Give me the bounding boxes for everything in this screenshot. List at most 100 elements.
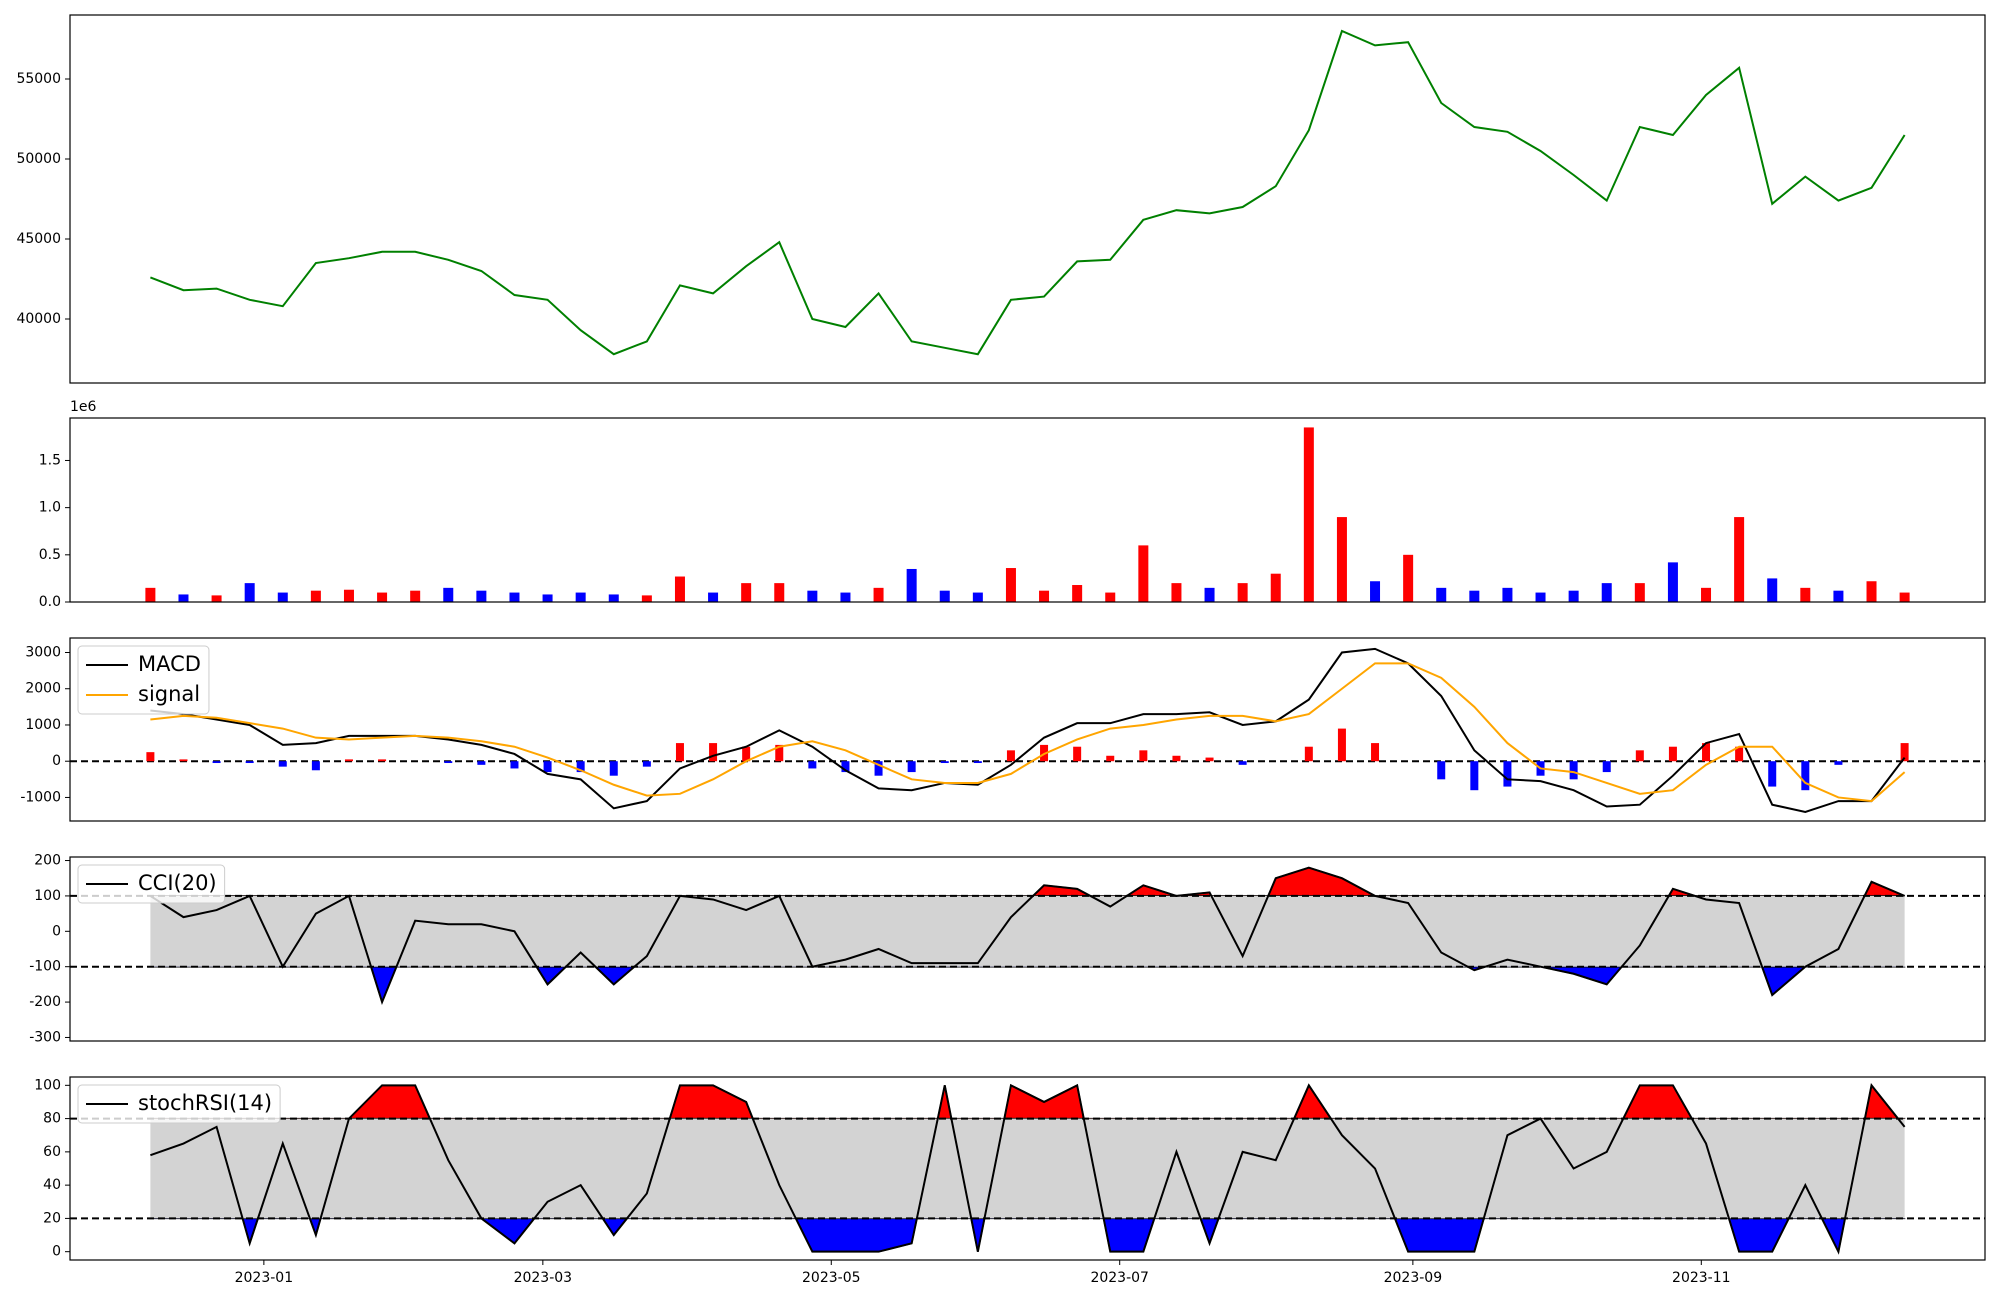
histogram-bar [1668,746,1677,762]
histogram-bar [675,743,684,762]
y-tick-label: 0.5 [39,547,61,563]
y-tick-label: 40 [43,1177,61,1193]
histogram-bar [1337,728,1346,762]
y-tick-label: 80 [43,1111,61,1127]
volume-bar [1204,587,1215,602]
histogram-bar [1073,746,1082,762]
plot-frame [69,1076,1986,1261]
volume-bar [1303,427,1314,602]
histogram-bar [1768,761,1777,787]
volume-bar [1734,517,1745,602]
volume-bar [1701,587,1712,602]
threshold-band [150,1118,1905,1219]
histogram-bar [973,761,982,764]
histogram-bar [1371,743,1380,762]
y-tick-label: 1.0 [39,500,61,516]
histogram-bar [609,761,618,776]
legend-box [77,864,226,904]
volume-bar [410,590,421,602]
volume-bar [1866,581,1877,602]
histogram-bar [1834,761,1843,765]
histogram-bar [245,761,254,764]
y-tick-label: 0 [52,753,61,769]
volume-bar [1800,587,1811,602]
volume-bar [1039,590,1050,602]
x-tick-label: 2023-03 [514,1270,573,1286]
volume-bar [277,592,288,602]
histogram-bar [642,761,651,767]
legend-box [77,645,210,715]
y-tick-label: -300 [29,1029,61,1045]
threshold-band [150,895,1905,967]
histogram-bar [874,761,883,776]
histogram-bar [477,761,486,765]
volume-bar [145,587,156,602]
volume-bar [1502,587,1513,602]
y-tick-label: 100 [34,888,61,904]
panel [70,1083,1985,1255]
histogram-bar [1006,750,1015,762]
histogram-bar [1503,761,1512,787]
plot-frame [69,856,1986,1042]
series-line [149,866,1906,1006]
plot-frame [69,417,1986,603]
histogram-bar [1635,750,1644,762]
volume-bar [1403,554,1414,602]
volume-bar [1336,517,1347,602]
histogram-bar [378,759,387,762]
y-tick-label: 1000 [25,717,61,733]
histogram-bar [775,744,784,762]
plot-frame [69,637,1986,822]
series-line [150,647,1906,813]
histogram-bar [1304,746,1313,762]
histogram-bar [1801,761,1810,791]
volume-bar [1568,590,1579,602]
y-tick-label: 200 [34,853,61,869]
histogram-bar [278,761,287,767]
volume-bar [1833,590,1844,602]
y-tick-label: 1.5 [39,452,61,468]
volume-bar [939,590,950,602]
y-tick-label: -200 [29,994,61,1010]
y-tick-label: 50000 [16,151,61,167]
y-tick-label: 0 [52,1244,61,1260]
volume-bar [972,592,983,602]
histogram-bar [146,752,155,762]
volume-bar [244,583,255,602]
histogram-bar [1900,743,1909,762]
y-tick-label: 3000 [25,644,61,660]
histogram-bar [742,746,751,762]
panel [70,866,1985,1006]
volume-bar [641,595,652,602]
volume-bar [1237,583,1248,602]
volume-bar [1436,587,1447,602]
volume-bar [509,592,520,602]
volume-bar [807,590,818,602]
volume-bar [840,592,851,602]
panel [70,647,1985,813]
volume-bar [1535,592,1546,602]
x-tick-label: 2023-11 [1672,1270,1731,1286]
histogram-bar [1735,746,1744,762]
legend-label: MACD [138,652,201,676]
volume-bar [741,583,752,602]
legend-label: stochRSI(14) [138,1091,272,1115]
x-tick-label: 2023-09 [1384,1270,1443,1286]
histogram-bar [1238,761,1247,765]
volume-bar [708,592,719,602]
offset-label: 1e6 [70,399,97,415]
legend-label: CCI(20) [138,871,217,895]
histogram-bar [510,761,519,769]
histogram-bar [1437,761,1446,780]
volume-bar [310,590,321,602]
y-tick-label: 45000 [16,231,61,247]
volume-bar [1634,583,1645,602]
volume-bar [906,568,917,602]
x-tick-label: 2023-01 [235,1270,294,1286]
histogram-bar [1205,757,1214,762]
y-tick-label: 2000 [25,681,61,697]
volume-bar [1072,585,1083,602]
histogram-bar [576,761,585,773]
histogram-bar [311,761,320,771]
panel [150,29,1906,356]
